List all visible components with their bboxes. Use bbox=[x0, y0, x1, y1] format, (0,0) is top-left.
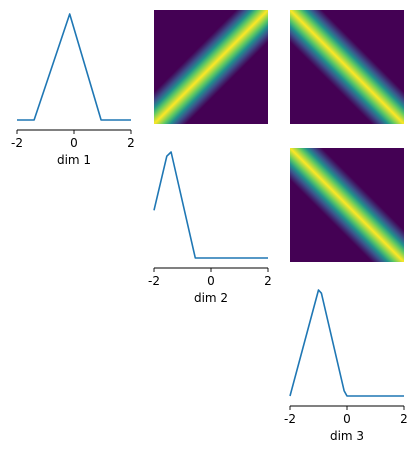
marginal-panel-1: -2 0 2 dim 1 bbox=[11, 13, 135, 167]
density-heatmap bbox=[154, 10, 268, 124]
x-axis-label: dim 3 bbox=[330, 429, 364, 443]
marginal-panel-2: -2 0 2 dim 2 bbox=[148, 151, 272, 305]
x-tick-label: -2 bbox=[284, 412, 296, 426]
x-tick-label: -2 bbox=[11, 136, 23, 150]
x-axis-label: dim 1 bbox=[57, 153, 91, 167]
density-panels bbox=[154, 10, 404, 262]
x-tick-label: 2 bbox=[264, 274, 272, 288]
x-tick-label: 0 bbox=[207, 274, 215, 288]
density-heatmap bbox=[290, 10, 404, 124]
marginal-density-line bbox=[17, 13, 131, 121]
density-panel-r2-c3 bbox=[290, 148, 404, 262]
x-tick-label: 0 bbox=[343, 412, 351, 426]
density-panel-r1-c2 bbox=[154, 10, 268, 124]
density-heatmap bbox=[290, 148, 404, 262]
marginal-density-line bbox=[289, 289, 404, 397]
diagonal-panels: -2 0 2 dim 1 -2 0 2 dim 2 -2 0 2 dim 3 bbox=[11, 13, 408, 443]
marginal-panel-3: -2 0 2 dim 3 bbox=[284, 289, 408, 443]
x-tick-label: -2 bbox=[148, 274, 160, 288]
x-tick-label: 2 bbox=[400, 412, 408, 426]
x-tick-label: 0 bbox=[70, 136, 78, 150]
x-tick-label: 2 bbox=[127, 136, 135, 150]
marginal-density-line bbox=[153, 151, 268, 259]
x-axis-label: dim 2 bbox=[194, 291, 228, 305]
density-panel-r1-c3 bbox=[290, 10, 404, 124]
